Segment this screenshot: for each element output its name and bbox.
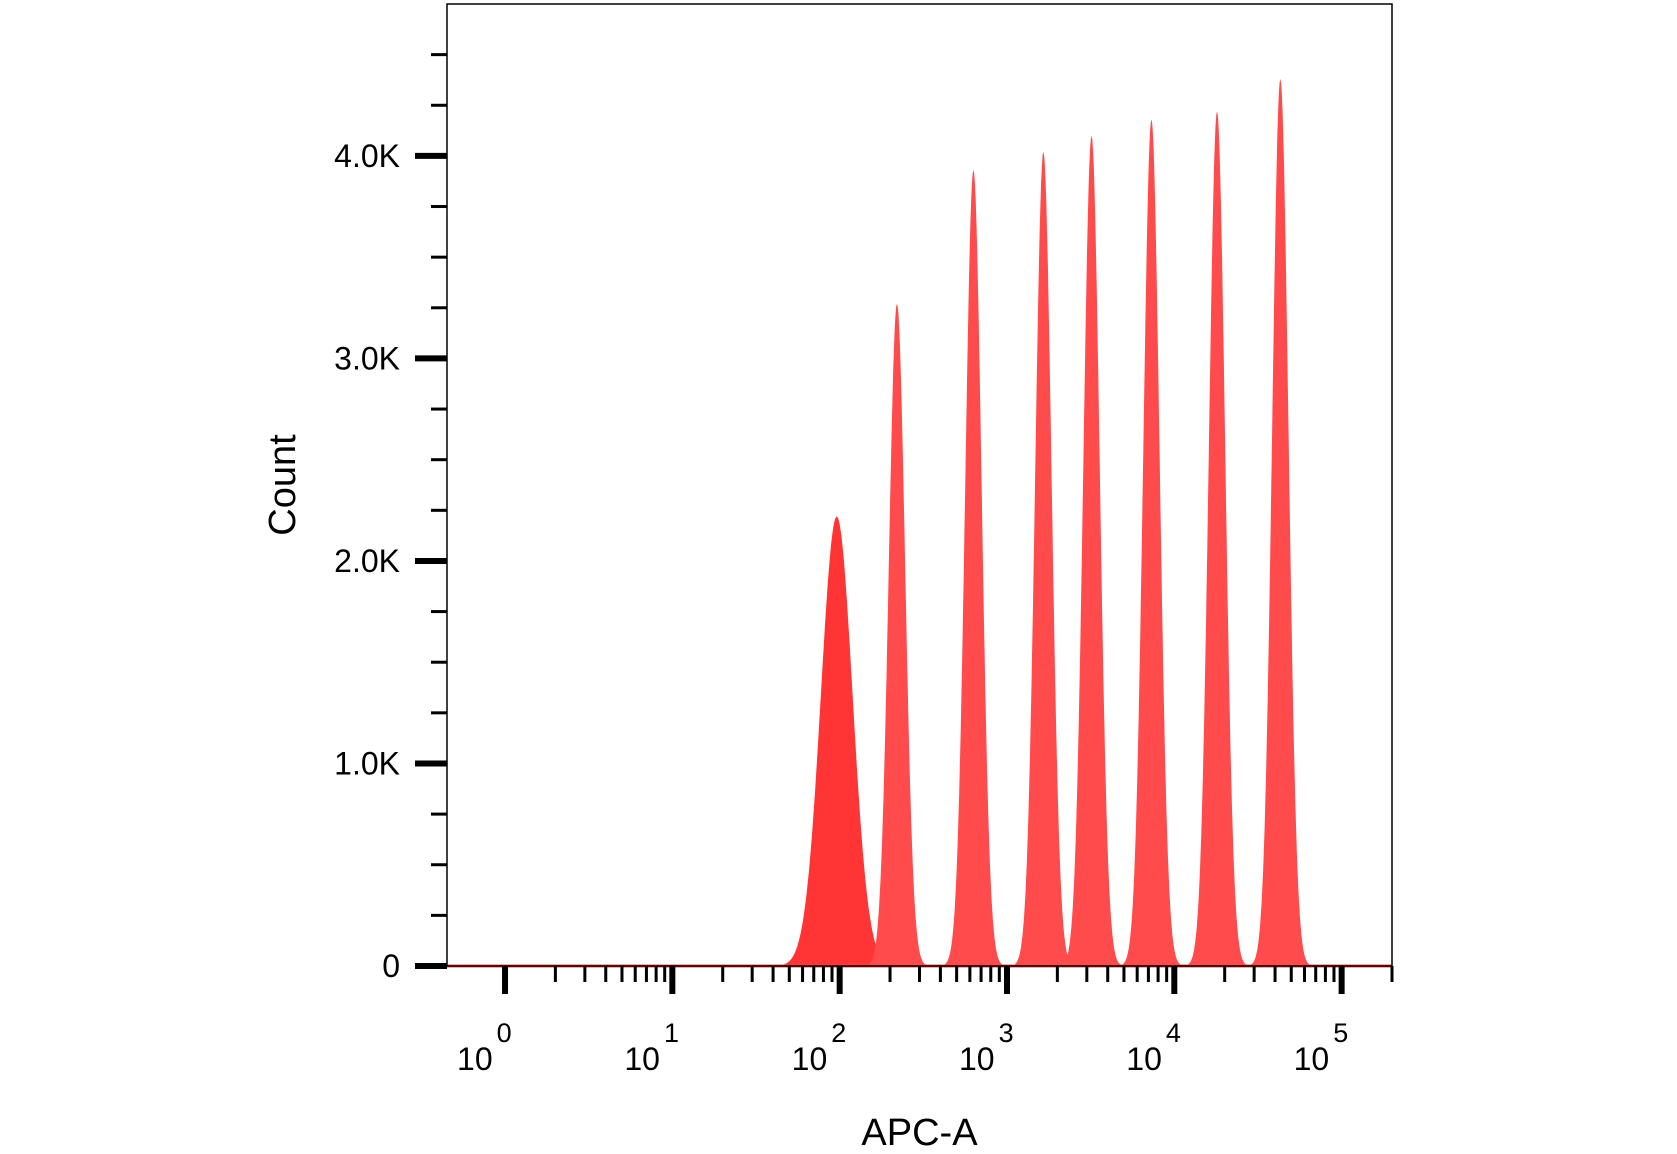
- histogram-peak: [1248, 78, 1312, 966]
- x-tick-base: 10: [1294, 1041, 1330, 1077]
- histogram-peak: [941, 170, 1005, 967]
- y-tick-label: 2.0K: [334, 543, 400, 579]
- histogram-peak: [775, 516, 898, 966]
- plot-frame: [446, 3, 1393, 967]
- peaks-layer: [775, 78, 1312, 967]
- x-tick-label: 104: [1126, 1018, 1181, 1077]
- x-tick-exponent: 3: [999, 1018, 1014, 1048]
- x-tick-base: 10: [959, 1041, 995, 1077]
- x-tick-label: 101: [624, 1018, 679, 1077]
- x-tick-exponent: 1: [664, 1018, 679, 1048]
- y-axis-title: Count: [262, 434, 304, 536]
- x-tick-exponent: 0: [497, 1018, 512, 1048]
- histogram-peak: [1119, 119, 1183, 966]
- x-tick-label: 105: [1294, 1018, 1349, 1077]
- y-tick-label: 3.0K: [334, 340, 400, 376]
- x-tick-base: 10: [1126, 1041, 1162, 1077]
- y-tick-label: 4.0K: [334, 138, 400, 174]
- x-tick-exponent: 4: [1166, 1018, 1181, 1048]
- x-tick-base: 10: [624, 1041, 660, 1077]
- x-tick-label: 102: [792, 1018, 847, 1077]
- histogram-peak: [865, 303, 929, 966]
- x-tick-exponent: 5: [1333, 1018, 1348, 1048]
- x-tick-exponent: 2: [831, 1018, 846, 1048]
- y-axis: 0 1.0K 2.0K 3.0K 4.0K: [334, 53, 447, 984]
- y-tick-label: 0: [382, 948, 400, 984]
- x-axis-title: APC-A: [861, 1112, 978, 1154]
- y-tick-label: 1.0K: [334, 745, 400, 781]
- x-tick-label: 100: [457, 1018, 512, 1077]
- x-tick-label: 103: [959, 1018, 1014, 1077]
- histogram-peak: [1185, 111, 1249, 967]
- histogram-peak: [1011, 151, 1075, 967]
- histogram-peak: [1060, 135, 1123, 967]
- x-tick-base: 10: [457, 1041, 493, 1077]
- x-tick-base: 10: [792, 1041, 828, 1077]
